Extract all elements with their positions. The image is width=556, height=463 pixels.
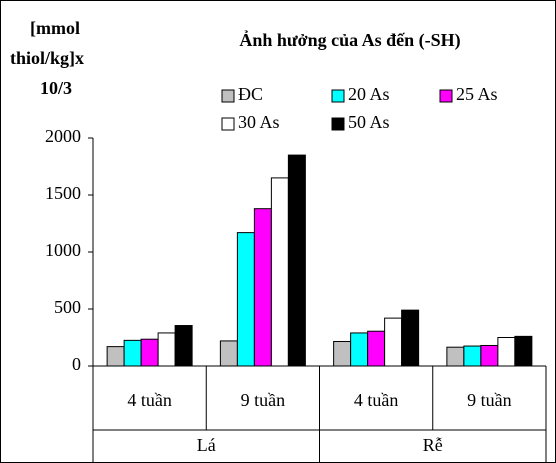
- legend-swatch: [331, 117, 345, 131]
- bar: [463, 345, 482, 367]
- legend-swatch: [331, 89, 345, 103]
- bar: [253, 208, 272, 367]
- bar: [446, 346, 465, 367]
- y-axis-label: [mmol: [30, 18, 80, 38]
- bar: [497, 337, 516, 367]
- x-tick-label: 9 tuần: [241, 390, 286, 410]
- legend-label: 30 As: [238, 112, 280, 132]
- legend-label: 25 As: [456, 84, 498, 104]
- bar: [106, 346, 125, 367]
- bar: [140, 338, 159, 367]
- y-tick-label: 0: [72, 354, 81, 374]
- legend-label: 20 As: [348, 84, 390, 104]
- x-tick-label: 9 tuần: [467, 390, 512, 410]
- bar: [350, 332, 369, 367]
- bar: [123, 339, 142, 367]
- legend-label: ĐC: [238, 84, 263, 104]
- chart-title: Ảnh hưởng của As đến (-SH): [239, 30, 460, 51]
- bar: [287, 154, 306, 367]
- y-tick-label: 1500: [45, 183, 81, 203]
- bar: [333, 340, 352, 367]
- bar: [480, 344, 499, 367]
- group-label: Lá: [197, 435, 216, 455]
- y-axis-label: 10/3: [40, 78, 72, 98]
- bar: [367, 330, 386, 367]
- bar: [157, 332, 176, 367]
- y-tick-label: 1000: [45, 240, 81, 260]
- x-tick-label: 4 tuần: [354, 390, 399, 410]
- bar: [401, 309, 420, 367]
- group-label: Rễ: [423, 435, 443, 455]
- legend-label: 50 As: [348, 112, 390, 132]
- legend-swatch: [221, 117, 235, 131]
- bar: [514, 335, 533, 367]
- x-tick-label: 4 tuần: [127, 390, 172, 410]
- y-tick-label: 500: [54, 297, 81, 317]
- bar: [174, 325, 193, 367]
- bar: [236, 232, 255, 367]
- bar: [270, 177, 289, 367]
- legend-swatch: [439, 89, 453, 103]
- bar: [219, 340, 238, 367]
- y-tick-label: 2000: [45, 126, 81, 146]
- y-axis-label: thiol/kg]x: [10, 48, 84, 68]
- legend-swatch: [221, 89, 235, 103]
- bar: [384, 317, 403, 367]
